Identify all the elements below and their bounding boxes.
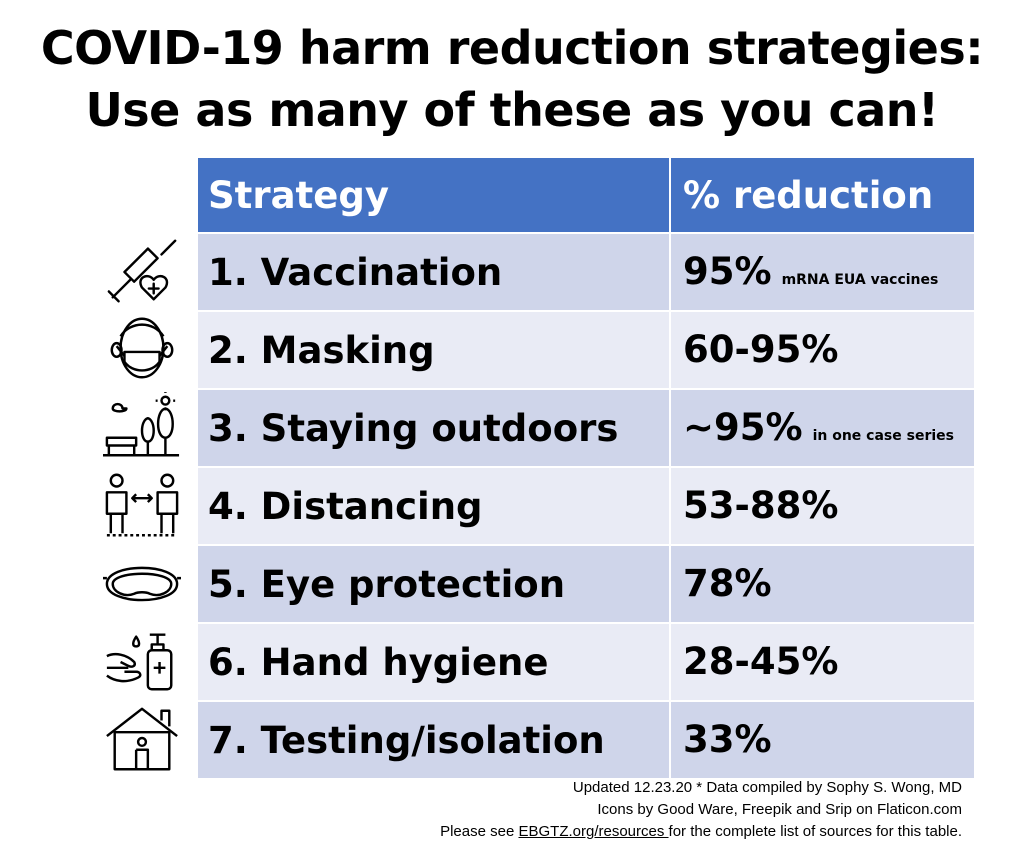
- table-row: 2. Masking 60-95%: [198, 312, 974, 388]
- reduction-value: 60-95%: [683, 328, 839, 371]
- page-title-line-1: COVID-19 harm reduction strategies:: [40, 21, 984, 75]
- reduction-value: 78%: [683, 562, 772, 605]
- page-title-line-2: Use as many of these as you can!: [85, 83, 939, 137]
- masked-face-icon: [96, 310, 188, 388]
- table-row: 6. Hand hygiene 28-45%: [198, 624, 974, 700]
- footer-updated-line: Updated 12.23.20 * Data compiled by Soph…: [572, 779, 962, 796]
- reduction-value: ~95%: [683, 406, 803, 449]
- strategy-table: Strategy % reduction 1. Vaccination 95% …: [198, 158, 974, 780]
- park-bench-trees-icon: [96, 388, 188, 466]
- strategy-cell: 2. Masking: [198, 312, 669, 388]
- strategy-cell: 4. Distancing: [198, 468, 669, 544]
- reduction-cell: ~95% in one case series: [671, 390, 974, 466]
- icon-column: [96, 232, 188, 778]
- reduction-value: 28-45%: [683, 640, 839, 683]
- strategy-cell: 3. Staying outdoors: [198, 390, 669, 466]
- social-distancing-icon: [96, 466, 188, 544]
- table-row: 5. Eye protection 78%: [198, 546, 974, 622]
- header-reduction-label: % reduction: [683, 173, 934, 217]
- table-header-row: Strategy % reduction: [198, 158, 974, 232]
- footer-sources-line: Please see EBGTZ.org/resources for the c…: [262, 821, 962, 843]
- reduction-value: 33%: [683, 718, 772, 761]
- strategy-cell: 1. Vaccination: [198, 234, 669, 310]
- table-row: 4. Distancing 53-88%: [198, 468, 974, 544]
- table-row: 1. Vaccination 95% mRNA EUA vaccines: [198, 234, 974, 310]
- strategy-cell: 6. Hand hygiene: [198, 624, 669, 700]
- reduction-value: 53-88%: [683, 484, 839, 527]
- footer-sources-post: for the complete list of sources for thi…: [668, 823, 962, 840]
- reduction-note: mRNA EUA vaccines: [781, 272, 939, 288]
- reduction-cell: 95% mRNA EUA vaccines: [671, 234, 974, 310]
- resources-link[interactable]: EBGTZ.org/resources: [518, 823, 669, 840]
- strategy-cell: 7. Testing/isolation: [198, 702, 669, 778]
- hand-sanitizer-icon: [96, 622, 188, 700]
- header-strategy: Strategy: [198, 158, 669, 232]
- table-row: 7. Testing/isolation 33%: [198, 702, 974, 778]
- reduction-value: 95%: [683, 250, 772, 293]
- goggles-icon: [96, 544, 188, 622]
- reduction-cell: 33%: [671, 702, 974, 778]
- header-reduction: % reduction: [671, 158, 974, 232]
- vaccine-heart-icon: [96, 232, 188, 310]
- table-row: 3. Staying outdoors ~95% in one case ser…: [198, 390, 974, 466]
- house-isolation-icon: [96, 700, 188, 778]
- reduction-cell: 53-88%: [671, 468, 974, 544]
- reduction-cell: 28-45%: [671, 624, 974, 700]
- reduction-note: in one case series: [812, 428, 954, 444]
- footer-sources-pre: Please see: [440, 823, 519, 840]
- reduction-cell: 60-95%: [671, 312, 974, 388]
- strategy-cell: 5. Eye protection: [198, 546, 669, 622]
- reduction-cell: 78%: [671, 546, 974, 622]
- footer-icons-credit: Icons by Good Ware, Freepik and Srip on …: [597, 801, 962, 818]
